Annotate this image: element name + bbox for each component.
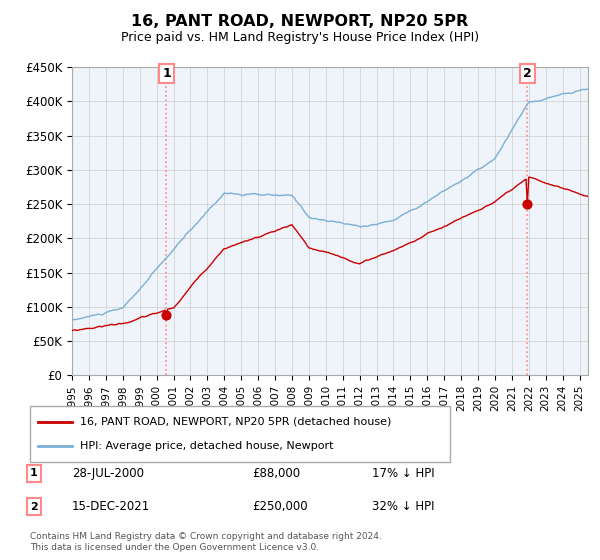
Text: Price paid vs. HM Land Registry's House Price Index (HPI): Price paid vs. HM Land Registry's House … xyxy=(121,31,479,44)
FancyBboxPatch shape xyxy=(30,406,450,462)
Point xyxy=(523,199,532,208)
Text: 16, PANT ROAD, NEWPORT, NP20 5PR: 16, PANT ROAD, NEWPORT, NP20 5PR xyxy=(131,14,469,29)
Text: 2: 2 xyxy=(30,502,38,512)
Text: 32% ↓ HPI: 32% ↓ HPI xyxy=(372,500,434,514)
Text: 16, PANT ROAD, NEWPORT, NP20 5PR (detached house): 16, PANT ROAD, NEWPORT, NP20 5PR (detach… xyxy=(80,417,392,427)
Text: HPI: Average price, detached house, Newport: HPI: Average price, detached house, Newp… xyxy=(80,441,334,451)
Text: £88,000: £88,000 xyxy=(252,466,300,480)
Text: 17% ↓ HPI: 17% ↓ HPI xyxy=(372,466,434,480)
Text: 1: 1 xyxy=(30,468,38,478)
Point xyxy=(161,310,171,319)
Text: 28-JUL-2000: 28-JUL-2000 xyxy=(72,466,144,480)
Text: 15-DEC-2021: 15-DEC-2021 xyxy=(72,500,150,514)
Text: £250,000: £250,000 xyxy=(252,500,308,514)
Text: 1: 1 xyxy=(162,67,171,80)
Text: 2: 2 xyxy=(523,67,532,80)
Text: Contains HM Land Registry data © Crown copyright and database right 2024.
This d: Contains HM Land Registry data © Crown c… xyxy=(30,532,382,552)
